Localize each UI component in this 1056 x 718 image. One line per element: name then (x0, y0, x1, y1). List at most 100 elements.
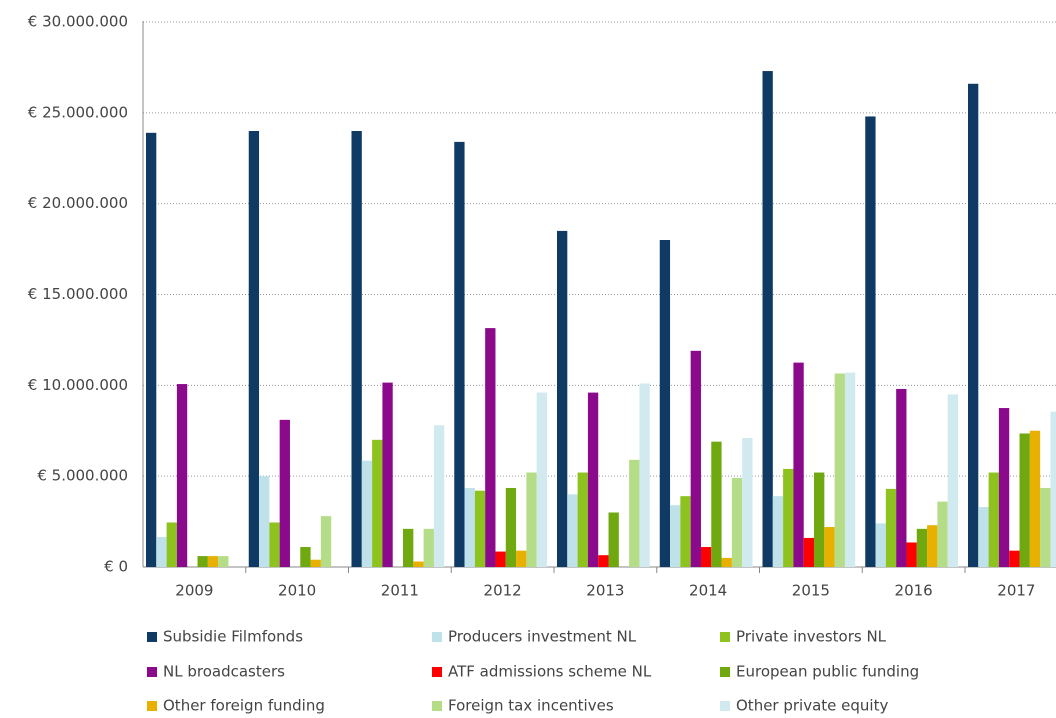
bar (844, 372, 856, 567)
bar (916, 528, 928, 567)
bar (495, 551, 506, 567)
x-tick-label: 2013 (586, 582, 624, 600)
bar (803, 537, 815, 567)
y-tick-label: € 15.000.000 (28, 285, 128, 303)
bar (197, 556, 208, 567)
bar (351, 131, 362, 567)
bar (762, 71, 773, 568)
bar (269, 522, 280, 567)
bar (567, 494, 578, 567)
x-tick-label: 2014 (689, 582, 727, 600)
bar (742, 438, 753, 567)
legend-swatch (720, 667, 730, 677)
x-tick-label: 2011 (381, 582, 419, 600)
bar (947, 394, 958, 567)
y-tick-label: € 30.000.000 (28, 13, 128, 31)
bar (248, 131, 260, 567)
legend-swatch (432, 701, 442, 711)
bar (772, 496, 784, 567)
legend-label: Other foreign funding (163, 697, 325, 715)
bar (300, 547, 311, 567)
y-tick-label: € 20.000.000 (28, 194, 128, 212)
legend-swatch (147, 701, 157, 711)
bar (176, 384, 188, 567)
bar (885, 488, 897, 567)
legend-label: Private investors NL (736, 628, 887, 646)
bar (505, 487, 517, 567)
x-tick-label: 2017 (997, 582, 1035, 600)
bar (639, 383, 650, 567)
legend-swatch (147, 632, 157, 642)
x-tick-label: 2009 (175, 582, 213, 600)
legend-swatch (720, 701, 730, 711)
bar (464, 487, 475, 567)
legend-swatch (432, 667, 442, 677)
y-tick-label: € 0 (104, 558, 128, 576)
x-tick-label: 2016 (895, 582, 933, 600)
bar (906, 542, 917, 567)
bar (536, 392, 547, 567)
legend-label: European public funding (736, 663, 919, 681)
bar (1009, 550, 1020, 567)
x-tick-label: 2010 (278, 582, 316, 600)
bar (988, 472, 999, 567)
bar (865, 116, 876, 567)
bar (413, 561, 424, 567)
bar (998, 408, 1010, 567)
bar (372, 439, 383, 567)
bar (690, 350, 701, 567)
bar (259, 476, 270, 567)
bar (793, 362, 804, 567)
y-tick-label: € 10.000.000 (28, 376, 128, 394)
x-tick-label: 2015 (792, 582, 830, 600)
bar (711, 441, 722, 567)
bar (659, 240, 671, 567)
bar (454, 141, 465, 567)
bar (598, 555, 609, 567)
legend-label: ATF admissions scheme NL (448, 663, 652, 681)
legend-label: Subsidie Filmfonds (163, 628, 303, 646)
legend-label: Producers investment NL (448, 628, 637, 646)
legend-swatch (432, 632, 442, 642)
bar (433, 425, 445, 567)
legend-label: NL broadcasters (163, 663, 285, 681)
legend-label: Foreign tax incentives (448, 697, 614, 715)
bar (875, 523, 886, 567)
y-tick-label: € 25.000.000 (28, 103, 128, 121)
bar (1050, 411, 1056, 567)
bar (700, 547, 712, 567)
bar (516, 550, 527, 567)
bar (474, 490, 486, 567)
legend-swatch (720, 632, 730, 642)
bar (968, 83, 979, 568)
bar (783, 468, 794, 567)
bar (629, 459, 640, 567)
bar (557, 230, 568, 567)
legend-label: Other private equity (736, 697, 888, 715)
bar (423, 528, 434, 567)
bar (361, 460, 373, 567)
bar (927, 525, 938, 567)
bar (937, 501, 948, 567)
bar (1040, 487, 1051, 567)
bar (577, 472, 588, 567)
bar (1019, 433, 1030, 567)
bar (824, 527, 835, 567)
bar (1029, 430, 1041, 567)
bar (310, 559, 321, 567)
bar (403, 528, 414, 567)
bar (207, 556, 219, 567)
bar (485, 328, 496, 567)
bar (587, 392, 599, 567)
legend-swatch (147, 667, 157, 677)
bar (731, 477, 743, 567)
bar (218, 556, 229, 567)
bar (526, 472, 537, 567)
bar (382, 382, 393, 567)
x-tick-label: 2012 (484, 582, 522, 600)
bar (670, 505, 681, 567)
bar (146, 132, 157, 568)
bar (279, 419, 290, 567)
bar (320, 516, 332, 567)
